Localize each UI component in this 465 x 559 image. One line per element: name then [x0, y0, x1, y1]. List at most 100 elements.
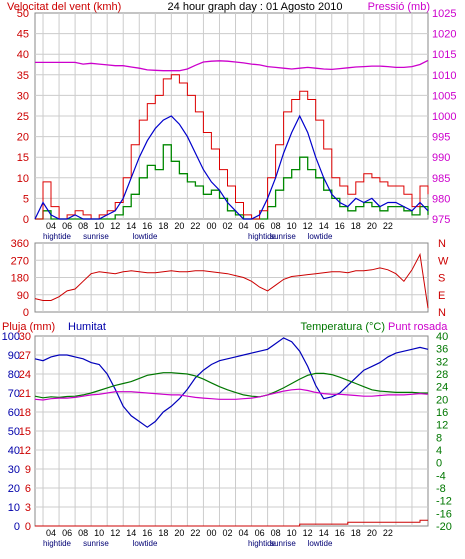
temp-panel — [34, 335, 429, 527]
x-tick-label-bottom: 10 — [287, 528, 297, 538]
rain-axis-title: Pluja (mm) — [2, 321, 55, 333]
rain-tick-label: 20 — [8, 483, 20, 495]
pressure-tick-label: 985 — [432, 173, 450, 185]
rain-tick-label: 100 — [2, 331, 20, 343]
x-tick-label: 04 — [239, 221, 249, 231]
x-tick-label: 20 — [174, 221, 184, 231]
temp-tick-label: 8 — [436, 432, 442, 444]
series-pressure — [35, 59, 429, 72]
pressure-axis-title: Pressió (mb) — [368, 1, 430, 13]
x-tick-label: 08 — [271, 221, 281, 231]
direction-tick-label: 0 — [23, 307, 29, 319]
x-tick-label-bottom: 10 — [94, 528, 104, 538]
x-tick-label: 22 — [190, 221, 200, 231]
event-label-bottom: sunrise — [270, 539, 296, 548]
temp-tick-label: 36 — [436, 344, 448, 356]
series-direction — [34, 252, 429, 309]
humidity-tick-label: 15 — [19, 426, 31, 438]
x-tick-label: 06 — [255, 221, 265, 231]
wind-tick-label: 45 — [17, 29, 29, 41]
chart-title: 24 hour graph day : 01 Agosto 2010 — [168, 1, 343, 13]
x-tick-label-bottom: 12 — [303, 528, 313, 538]
x-tick-label-bottom: 18 — [351, 528, 361, 538]
wind-tick-label: 10 — [17, 173, 29, 185]
x-tick-label-bottom: 16 — [335, 528, 345, 538]
humidity-tick-label: 6 — [25, 483, 31, 495]
x-tick-label: 18 — [158, 221, 168, 231]
pressure-tick-label: 980 — [432, 193, 450, 205]
temp-tick-label: 20 — [436, 394, 448, 406]
event-label-bottom: hightide — [248, 539, 277, 548]
x-tick-label-bottom: 14 — [126, 528, 136, 538]
wind-axis-title: Velocitat del vent (kmh) — [7, 1, 121, 13]
wind-tick-label: 40 — [17, 49, 29, 61]
x-tick-label-bottom: 16 — [142, 528, 152, 538]
pressure-tick-label: 975 — [432, 214, 450, 226]
temp-axis-title: Temperatura (°C) — [301, 321, 385, 333]
x-tick-label-bottom: 08 — [271, 528, 281, 538]
rain-tick-label: 90 — [8, 350, 20, 362]
x-tick-label: 02 — [222, 221, 232, 231]
series-humidity — [34, 337, 429, 428]
compass-label: S — [438, 273, 445, 285]
humidity-tick-label: 18 — [19, 407, 31, 419]
pressure-tick-label: 1010 — [432, 70, 456, 82]
humidity-axis-title: Humitat — [68, 321, 106, 333]
x-tick-label-bottom: 20 — [367, 528, 377, 538]
wind-tick-label: 5 — [23, 193, 29, 205]
event-label: lowtide — [133, 232, 158, 241]
rain-tick-label: 0 — [14, 521, 20, 533]
x-tick-label-bottom: 00 — [206, 528, 216, 538]
rain-tick-label: 70 — [8, 388, 20, 400]
x-tick-label: 00 — [206, 221, 216, 231]
event-label-bottom: sunrise — [83, 539, 109, 548]
humidity-tick-label: 9 — [25, 464, 31, 476]
compass-label: N — [438, 238, 446, 250]
temp-tick-label: 4 — [436, 445, 442, 457]
temp-tick-label: -20 — [436, 521, 452, 533]
x-tick-label: 14 — [319, 221, 329, 231]
temp-tick-label: -12 — [436, 496, 452, 508]
x-tick-label: 10 — [94, 221, 104, 231]
pressure-tick-label: 995 — [432, 132, 450, 144]
temp-tick-label: 40 — [436, 331, 448, 343]
rain-tick-label: 40 — [8, 445, 20, 457]
pressure-tick-label: 1015 — [432, 49, 456, 61]
direction-tick-label: 90 — [17, 290, 29, 302]
compass-label: W — [438, 255, 449, 267]
wind-tick-label: 0 — [23, 214, 29, 226]
humidity-tick-label: 3 — [25, 502, 31, 514]
humidity-tick-label: 27 — [19, 350, 31, 362]
x-tick-label-bottom: 18 — [158, 528, 168, 538]
event-label-bottom: hightide — [43, 539, 72, 548]
x-tick-label: 22 — [383, 221, 393, 231]
rain-tick-label: 10 — [8, 502, 20, 514]
x-tick-label: 16 — [142, 221, 152, 231]
series-temperature — [34, 372, 428, 399]
direction-tick-label: 360 — [11, 238, 29, 250]
wind-tick-label: 30 — [17, 90, 29, 102]
x-tick-label-bottom: 06 — [255, 528, 265, 538]
wind-tick-label: 50 — [17, 8, 29, 20]
event-label: sunrise — [83, 232, 109, 241]
series-average — [34, 114, 429, 220]
temp-tick-label: -4 — [436, 470, 446, 482]
x-tick-label-bottom: 12 — [110, 528, 120, 538]
compass-label: E — [438, 290, 445, 302]
x-tick-label: 10 — [287, 221, 297, 231]
pressure-tick-label: 1000 — [432, 111, 456, 123]
humidity-tick-label: 21 — [19, 388, 31, 400]
temp-tick-label: 0 — [436, 458, 442, 470]
event-label: sunrise — [270, 232, 296, 241]
x-tick-label: 18 — [351, 221, 361, 231]
x-tick-label: 04 — [46, 221, 56, 231]
compass-label: N — [438, 307, 446, 319]
x-tick-label-bottom: 02 — [222, 528, 232, 538]
temp-tick-label: 12 — [436, 420, 448, 432]
rain-tick-label: 60 — [8, 407, 20, 419]
pressure-tick-label: 1020 — [432, 29, 456, 41]
temp-tick-label: 28 — [436, 369, 448, 381]
temp-tick-label: -8 — [436, 483, 446, 495]
event-label: hightide — [248, 232, 277, 241]
